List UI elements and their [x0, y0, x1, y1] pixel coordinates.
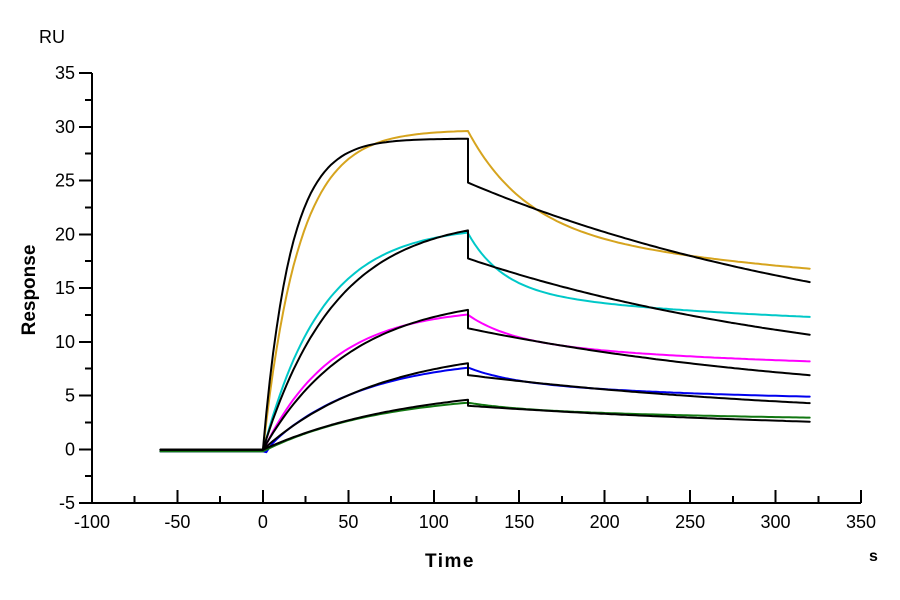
y-tick-label: 5 — [65, 386, 75, 406]
y-tick-label: 30 — [55, 117, 75, 137]
y-tick-label: 0 — [65, 439, 75, 459]
x-tick-label: 350 — [846, 512, 876, 532]
x-tick-label: -50 — [164, 512, 190, 532]
y-tick-label: 20 — [55, 224, 75, 244]
curve-conc-3-data — [159, 313, 811, 453]
x-axis-title: Time — [424, 551, 476, 572]
curve-conc-2-data — [159, 366, 811, 454]
curve-conc-2-fit — [159, 362, 811, 451]
y-axis-unit-label: RU — [39, 27, 65, 47]
y-tick-label: 25 — [55, 171, 75, 191]
x-tick-label: 150 — [504, 512, 534, 532]
x-tick-label: 200 — [590, 512, 620, 532]
y-tick-label: 35 — [55, 63, 75, 83]
y-tick-label: 15 — [55, 278, 75, 298]
curve-conc-1-data — [159, 401, 811, 453]
x-tick-label: 0 — [258, 512, 268, 532]
curve-conc-5-fit — [159, 137, 811, 451]
y-tick-label: -5 — [59, 493, 75, 513]
curve-conc-3-fit — [159, 308, 811, 451]
curve-conc-4-data — [159, 231, 811, 453]
x-tick-label: 250 — [675, 512, 705, 532]
x-axis-unit-label: s — [869, 548, 878, 565]
y-axis-title: Response — [19, 244, 40, 336]
x-tick-label: 300 — [761, 512, 791, 532]
x-tick-label: -100 — [74, 512, 110, 532]
curve-conc-1-fit — [159, 398, 811, 451]
x-tick-label: 100 — [419, 512, 449, 532]
curve-conc-4-fit — [159, 229, 811, 451]
curve-conc-5-data — [159, 130, 811, 453]
x-tick-label: 50 — [338, 512, 358, 532]
y-tick-label: 10 — [55, 332, 75, 352]
